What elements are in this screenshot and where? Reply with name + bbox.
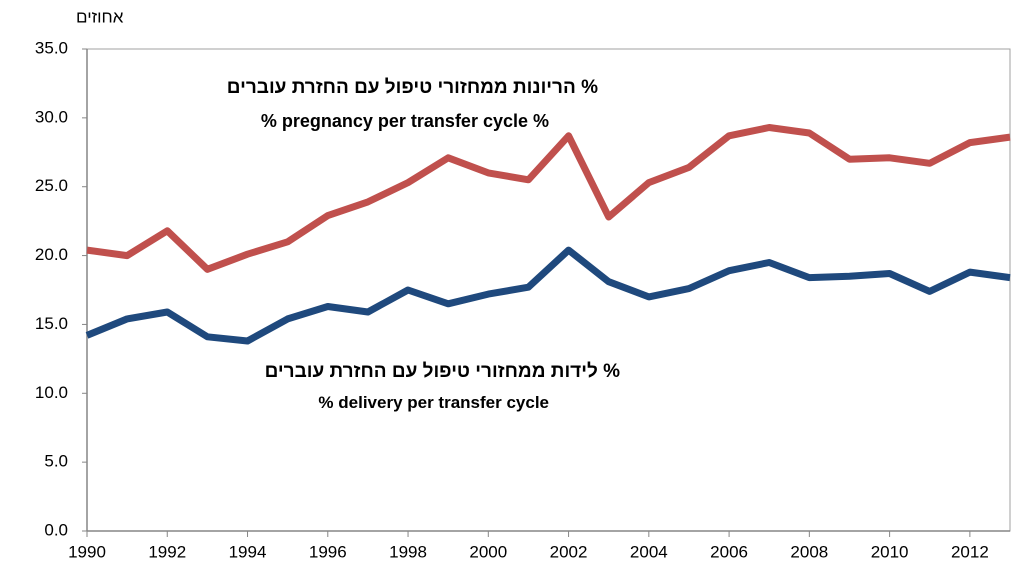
x-tick-label: 2000 bbox=[469, 542, 507, 561]
x-tick-label: 1998 bbox=[389, 542, 427, 561]
y-tick-label: 10.0 bbox=[35, 383, 68, 402]
x-tick-label: 2004 bbox=[630, 542, 668, 561]
x-tick-label: 2006 bbox=[710, 542, 748, 561]
series-label: % pregnancy per transfer cycle % bbox=[260, 111, 549, 131]
x-tick-label: 2002 bbox=[550, 542, 588, 561]
x-tick-label: 1994 bbox=[229, 542, 267, 561]
x-tick-label: 1996 bbox=[309, 542, 347, 561]
y-tick-label: 15.0 bbox=[35, 314, 68, 333]
y-tick-label: 35.0 bbox=[35, 38, 68, 57]
series-label: % הריונות ממחזורי טיפול עם החזרת עוברים bbox=[226, 77, 598, 98]
x-tick-label: 1992 bbox=[148, 542, 186, 561]
series-line bbox=[86, 124, 1011, 273]
y-tick-label: 5.0 bbox=[44, 452, 68, 471]
y-tick-label: 25.0 bbox=[35, 176, 68, 195]
x-tick-label: 2012 bbox=[951, 542, 989, 561]
series-label: % לידות ממחזורי טיפול עם החזרת עוברים bbox=[264, 361, 620, 382]
x-tick-label: 2010 bbox=[871, 542, 909, 561]
series-label: % delivery per transfer cycle bbox=[318, 393, 549, 412]
y-tick-label: 0.0 bbox=[44, 520, 68, 539]
x-tick-label: 2008 bbox=[790, 542, 828, 561]
x-tick-label: 1990 bbox=[68, 542, 106, 561]
y-tick-label: 20.0 bbox=[35, 245, 68, 264]
y-tick-label: 30.0 bbox=[35, 107, 68, 126]
y-axis-label: אחוזים bbox=[76, 7, 124, 26]
series-line bbox=[85, 246, 1011, 345]
